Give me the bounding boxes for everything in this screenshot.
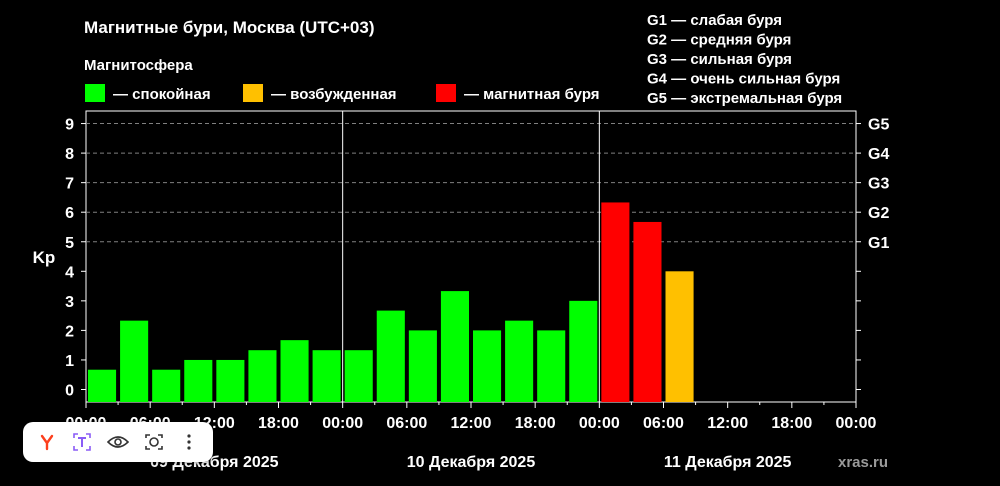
x-tick-label: 18:00 <box>515 415 556 432</box>
more-dots-icon[interactable] <box>174 427 204 457</box>
g-scale-legend-item: G4 — очень сильная буря <box>647 71 840 88</box>
g-scale-legend-item: G5 — экстремальная буря <box>647 90 842 107</box>
g-level-label: G4 <box>868 146 889 163</box>
x-tick-label: 18:00 <box>771 415 812 432</box>
x-tick-label: 18:00 <box>258 415 299 432</box>
y-tick-label: 8 <box>65 146 74 163</box>
kp-bar <box>312 350 341 402</box>
yandex-y-icon[interactable] <box>32 427 62 457</box>
legend-label: — магнитная буря <box>464 86 600 103</box>
kp-bar <box>216 359 245 402</box>
kp-bar <box>120 320 149 402</box>
kp-bar <box>376 310 405 402</box>
kp-bar <box>248 350 277 402</box>
y-tick-label: 9 <box>65 117 74 134</box>
x-tick-label: 00:00 <box>836 415 877 432</box>
kp-bar <box>88 369 117 402</box>
kp-bar <box>184 359 213 402</box>
kp-bar <box>537 330 566 402</box>
kp-bar <box>152 369 181 402</box>
kp-bar <box>344 350 373 402</box>
kp-bar <box>601 202 630 402</box>
y-tick-label: 4 <box>65 264 74 281</box>
kp-bar <box>505 320 534 402</box>
chart-title: Магнитные бури, Москва (UTC+03) <box>84 18 375 37</box>
g-scale-legend-item: G3 — сильная буря <box>647 51 792 68</box>
y-tick-label: 3 <box>65 294 74 311</box>
x-tick-label: 06:00 <box>386 415 427 432</box>
g-level-label: G5 <box>868 117 889 134</box>
kp-bar <box>633 221 662 402</box>
plot-frame <box>85 110 857 403</box>
y-axis-label: Kp <box>33 248 56 267</box>
y-tick-label: 1 <box>65 353 74 370</box>
y-tick-label: 0 <box>65 383 74 400</box>
y-tick-label: 2 <box>65 323 74 340</box>
kp-bar <box>665 271 694 402</box>
legend-swatch <box>436 84 456 102</box>
y-tick-label: 7 <box>65 176 74 193</box>
floating-toolbar <box>23 422 213 462</box>
legend-title: Магнитосфера <box>84 57 193 74</box>
g-level-label: G3 <box>868 176 889 193</box>
x-tick-label: 12:00 <box>707 415 748 432</box>
translate-text-icon[interactable] <box>67 427 97 457</box>
legend-swatch <box>243 84 263 102</box>
x-tick-label: 12:00 <box>451 415 492 432</box>
y-tick-label: 6 <box>65 205 74 222</box>
kp-bar <box>280 340 309 402</box>
x-tick-label: 00:00 <box>322 415 363 432</box>
kp-bar <box>569 300 598 402</box>
g-level-label: G1 <box>868 235 889 252</box>
g-scale-legend-item: G2 — средняя буря <box>647 32 791 49</box>
x-tick-label: 00:00 <box>579 415 620 432</box>
g-scale-legend-item: G1 — слабая буря <box>647 12 782 29</box>
kp-bar <box>473 330 502 402</box>
day-label: 10 Декабря 2025 <box>407 454 536 471</box>
eye-icon[interactable] <box>103 427 133 457</box>
x-tick-label: 06:00 <box>643 415 684 432</box>
watermark: xras.ru <box>838 454 888 471</box>
g-level-label: G2 <box>868 205 889 222</box>
kp-bar <box>440 291 469 402</box>
y-tick-label: 5 <box>65 235 74 252</box>
camera-lens-icon[interactable] <box>139 427 169 457</box>
legend-swatch <box>85 84 105 102</box>
kp-bar <box>408 330 437 402</box>
legend-label: — возбужденная <box>271 86 397 103</box>
legend-label: — спокойная <box>113 86 211 103</box>
day-label: 11 Декабря 2025 <box>664 454 792 471</box>
